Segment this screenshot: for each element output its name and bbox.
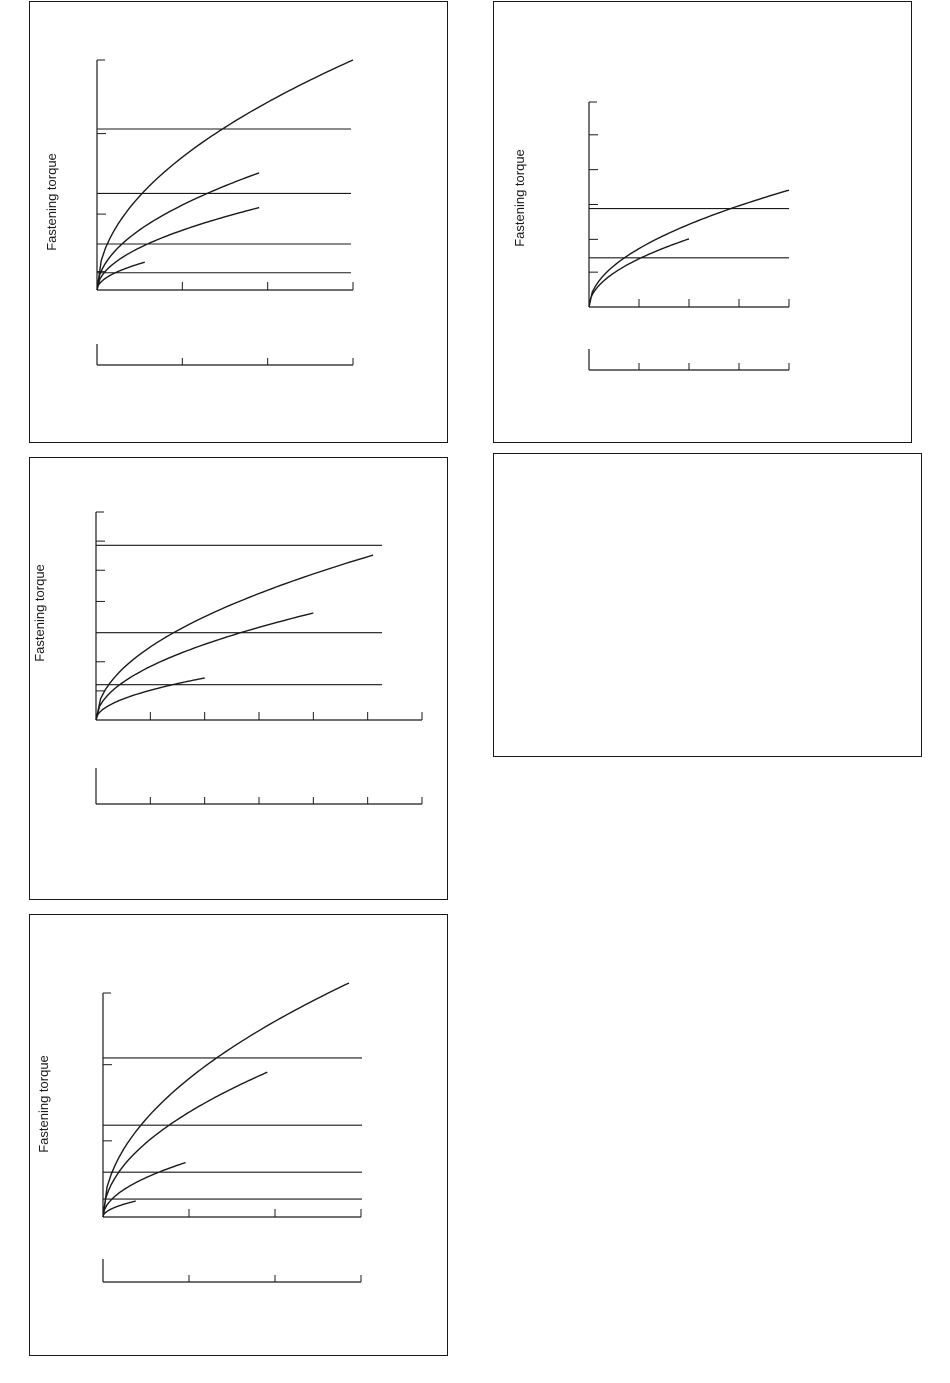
series-curve (588, 189, 790, 308)
series-curve (96, 59, 354, 291)
series-curve (95, 554, 374, 721)
y-axis-label: Fastening torque (32, 564, 47, 662)
series-curve (95, 677, 205, 721)
chart-panel-3: Fastening torque (29, 457, 448, 900)
y-axis-label: Fastening torque (512, 149, 527, 247)
series-curve (102, 1161, 186, 1218)
series-curve (102, 982, 350, 1218)
series-curve (96, 261, 145, 291)
series-curve (102, 1200, 136, 1218)
y-axis-label: Fastening torque (44, 153, 59, 251)
series-curve (96, 172, 260, 291)
chart-2-svg: Fastening torque (512, 101, 790, 371)
chart-4-svg: Fastening torque (36, 982, 362, 1283)
series-curve (95, 612, 314, 721)
chart-3-svg: Fastening torque (32, 511, 423, 805)
series-curve (102, 1071, 268, 1218)
y-axis-label: Fastening torque (36, 1055, 51, 1153)
chart-1-svg: Fastening torque (44, 59, 354, 366)
empty-panel (493, 453, 922, 757)
chart-panel-2: Fastening torque (493, 1, 912, 443)
chart-panel-1: Fastening torque (29, 1, 448, 443)
series-curve (96, 206, 260, 291)
chart-panel-4: Fastening torque (29, 914, 448, 1356)
series-curve (588, 238, 690, 308)
